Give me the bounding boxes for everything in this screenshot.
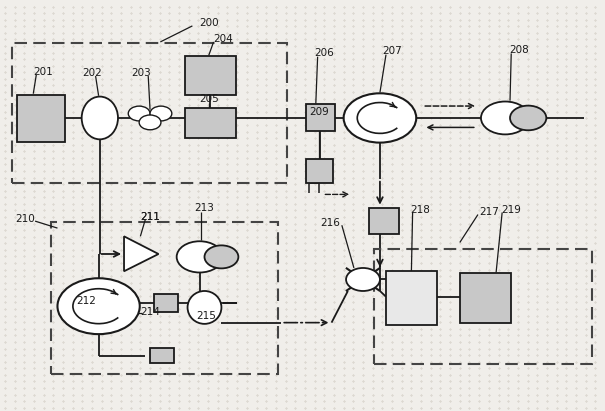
Bar (306, 159, 333, 183)
Text: 201: 201 (34, 67, 53, 77)
Text: 209: 209 (310, 107, 329, 117)
Text: 206: 206 (314, 48, 333, 58)
Text: 213: 213 (195, 203, 214, 213)
Text: 208: 208 (509, 45, 529, 55)
Text: 207: 207 (382, 46, 402, 56)
Text: 219: 219 (502, 205, 521, 215)
Circle shape (346, 268, 380, 291)
Bar (154, 294, 178, 312)
Bar (51, 222, 278, 374)
Text: 205: 205 (199, 95, 218, 104)
Circle shape (57, 278, 140, 334)
Circle shape (177, 241, 223, 272)
Bar (185, 108, 236, 138)
Circle shape (128, 106, 150, 121)
Ellipse shape (188, 291, 221, 324)
Polygon shape (124, 236, 159, 271)
Circle shape (510, 106, 546, 130)
Bar (17, 95, 65, 142)
Text: 217: 217 (479, 207, 499, 217)
Circle shape (204, 245, 238, 268)
Bar (150, 348, 174, 363)
Circle shape (150, 106, 172, 121)
Bar (369, 208, 399, 234)
Text: 204: 204 (213, 34, 232, 44)
Circle shape (481, 102, 529, 134)
Text: 210: 210 (16, 214, 35, 224)
Bar (306, 104, 335, 131)
Circle shape (344, 93, 416, 143)
Text: 211: 211 (140, 212, 160, 222)
Text: 200: 200 (199, 18, 218, 28)
Text: 212: 212 (76, 296, 96, 306)
Text: 215: 215 (196, 311, 215, 321)
Text: 216: 216 (320, 218, 339, 228)
Text: 202: 202 (82, 68, 102, 78)
Text: 214: 214 (140, 307, 160, 317)
Bar (185, 56, 236, 95)
Bar (460, 273, 511, 323)
Bar (374, 249, 592, 364)
Circle shape (139, 115, 161, 130)
Ellipse shape (82, 97, 118, 139)
Bar (12, 43, 287, 183)
Text: 211: 211 (140, 212, 160, 222)
Bar (386, 271, 437, 325)
Text: 203: 203 (131, 68, 151, 78)
Text: 218: 218 (411, 205, 430, 215)
